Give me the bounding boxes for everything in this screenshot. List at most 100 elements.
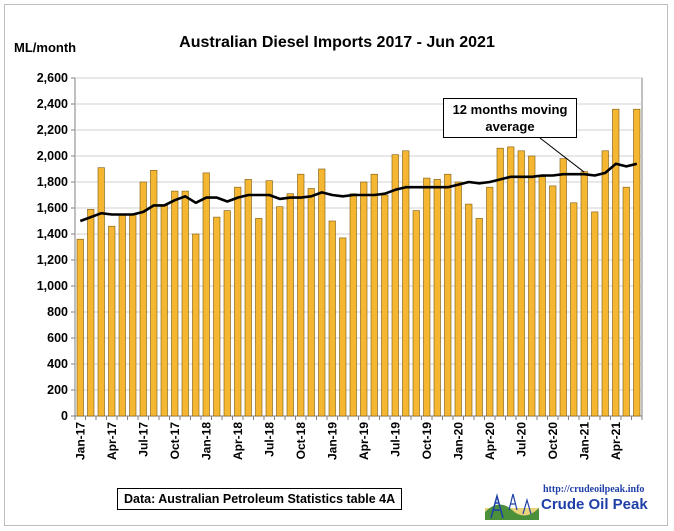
bar <box>402 150 410 417</box>
crude-oil-peak-logo[interactable]: http://crudeoilpeak.info Crude Oil Peak <box>485 484 665 522</box>
y-tick-label: 2,200 <box>37 123 68 137</box>
x-tick-label: Oct-19 <box>420 422 434 460</box>
bar <box>360 181 368 417</box>
y-tick-label: 400 <box>47 357 68 371</box>
bar <box>622 186 630 417</box>
bar <box>160 205 168 417</box>
y-tick-label: 200 <box>47 383 68 397</box>
bar <box>549 185 557 417</box>
bar <box>171 190 179 417</box>
bar <box>87 209 95 417</box>
bar <box>244 179 252 417</box>
bar <box>349 193 357 417</box>
y-tick-label: 1,400 <box>37 227 68 241</box>
bar <box>97 167 105 417</box>
bar <box>181 190 189 417</box>
bar <box>339 237 347 417</box>
bar <box>412 210 420 417</box>
bar <box>475 218 483 417</box>
bar <box>538 176 546 417</box>
bar <box>633 108 641 417</box>
bar <box>108 225 116 417</box>
bar <box>517 150 525 417</box>
x-tick-label: Apr-20 <box>483 422 497 460</box>
chart-title: Australian Diesel Imports 2017 - Jun 202… <box>179 34 495 51</box>
bar <box>454 181 462 417</box>
bar <box>496 147 504 417</box>
bar <box>559 158 567 417</box>
bar <box>76 238 84 417</box>
bar <box>255 218 263 417</box>
y-tick-label: 2,000 <box>37 149 68 163</box>
bar <box>265 180 273 417</box>
y-tick-label: 600 <box>47 331 68 345</box>
logo-name: Crude Oil Peak <box>541 496 648 513</box>
y-tick-label: 1,600 <box>37 201 68 215</box>
bar <box>234 186 242 417</box>
bar <box>391 154 399 417</box>
x-tick-label: Jan-20 <box>451 422 465 460</box>
y-tick-label: 1,000 <box>37 279 68 293</box>
y-tick-label: 800 <box>47 305 68 319</box>
bar <box>286 193 294 417</box>
y-tick-label: 2,600 <box>37 71 68 85</box>
bar <box>150 170 158 417</box>
bar <box>423 177 431 417</box>
bar <box>139 181 147 417</box>
bar <box>118 214 126 417</box>
bar <box>486 186 494 417</box>
x-tick-label: Jul-20 <box>514 422 528 457</box>
bar <box>213 216 221 417</box>
x-tick-label: Apr-17 <box>105 422 119 460</box>
y-tick-label: 0 <box>61 409 68 423</box>
bar <box>580 171 588 417</box>
bar <box>276 206 284 417</box>
bar <box>297 173 305 417</box>
bar <box>202 172 210 417</box>
bar <box>318 168 326 417</box>
x-tick-label: Jan-17 <box>73 422 87 460</box>
bar <box>307 188 315 417</box>
moving-average-callout: 12 months moving average <box>443 98 577 138</box>
x-tick-label: Oct-18 <box>294 422 308 460</box>
logo-url-link[interactable]: http://crudeoilpeak.info <box>543 484 645 495</box>
x-tick-label: Apr-21 <box>609 422 623 460</box>
bar <box>129 214 137 417</box>
y-tick-label: 1,800 <box>37 175 68 189</box>
bar <box>612 108 620 417</box>
callout-leader-line <box>539 137 585 173</box>
bar <box>381 194 389 417</box>
x-tick-label: Oct-17 <box>168 422 182 460</box>
bar <box>192 233 200 417</box>
x-tick-label: Jan-19 <box>325 422 339 460</box>
bar <box>528 155 536 417</box>
bar <box>465 203 473 417</box>
bar <box>601 150 609 417</box>
oil-derrick-icon <box>485 493 539 520</box>
x-tick-label: Apr-18 <box>231 422 245 460</box>
x-tick-label: Jan-18 <box>199 422 213 460</box>
bar <box>223 210 231 417</box>
chart-frame <box>4 4 668 526</box>
x-tick-label: Jul-18 <box>262 422 276 457</box>
y-tick-label: 1,200 <box>37 253 68 267</box>
x-tick-label: Apr-19 <box>357 422 371 460</box>
y-axis-unit-label: ML/month <box>14 40 77 55</box>
bar <box>433 179 441 417</box>
bar <box>507 146 515 417</box>
x-tick-label: Jul-19 <box>388 422 402 457</box>
bar <box>328 220 336 417</box>
bar <box>591 211 599 417</box>
callout-line-2: average <box>485 119 535 134</box>
x-tick-label: Jul-17 <box>136 422 150 457</box>
y-tick-label: 2,400 <box>37 97 68 111</box>
bar <box>570 202 578 417</box>
bar <box>370 173 378 417</box>
bar <box>444 173 452 417</box>
data-source-note: Data: Australian Petroleum Statistics ta… <box>117 488 403 510</box>
moving-average-line <box>79 162 638 223</box>
callout-line-1: 12 months moving <box>452 102 568 117</box>
x-tick-label: Oct-20 <box>546 422 560 460</box>
x-tick-label: Jan-21 <box>577 422 591 460</box>
